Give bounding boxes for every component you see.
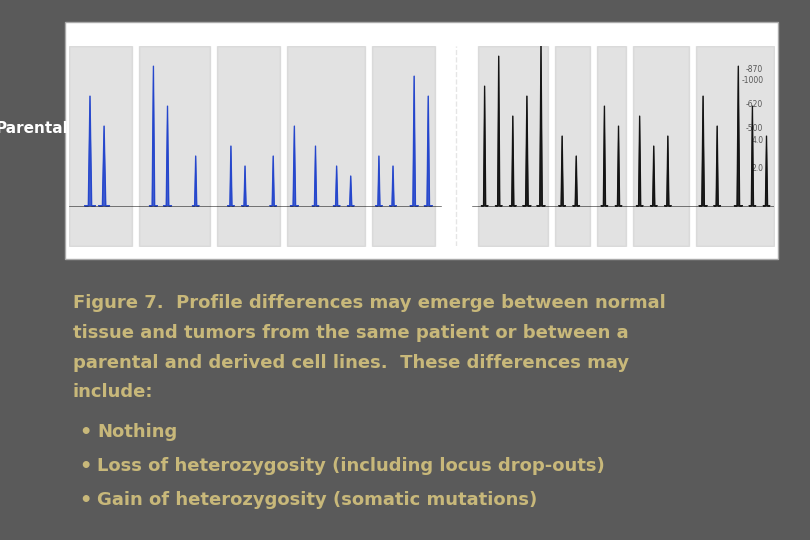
Polygon shape bbox=[270, 156, 277, 206]
Polygon shape bbox=[509, 116, 516, 206]
Polygon shape bbox=[615, 126, 622, 206]
Polygon shape bbox=[347, 176, 354, 206]
Text: parental and derived cell lines.  These differences may: parental and derived cell lines. These d… bbox=[73, 354, 629, 372]
FancyBboxPatch shape bbox=[65, 22, 778, 259]
Polygon shape bbox=[636, 116, 643, 206]
Text: Gain of heterozygosity (somatic mutations): Gain of heterozygosity (somatic mutation… bbox=[97, 491, 538, 509]
Polygon shape bbox=[375, 156, 382, 206]
Polygon shape bbox=[228, 146, 234, 206]
Polygon shape bbox=[763, 136, 770, 206]
Polygon shape bbox=[749, 106, 756, 206]
Text: -1000: -1000 bbox=[741, 77, 763, 85]
Text: 4.0: 4.0 bbox=[751, 136, 763, 145]
Polygon shape bbox=[537, 46, 545, 206]
Text: -500: -500 bbox=[746, 124, 763, 133]
Polygon shape bbox=[241, 166, 249, 206]
Polygon shape bbox=[424, 96, 433, 206]
Polygon shape bbox=[99, 126, 109, 206]
Text: -620: -620 bbox=[746, 100, 763, 109]
Text: •: • bbox=[79, 491, 92, 510]
Text: tissue and tumors from the same patient or between a: tissue and tumors from the same patient … bbox=[73, 324, 629, 342]
Text: Loss of heterozygosity (including locus drop-outs): Loss of heterozygosity (including locus … bbox=[97, 457, 605, 475]
Polygon shape bbox=[714, 126, 721, 206]
Text: -870: -870 bbox=[746, 65, 763, 73]
Text: Parental: Parental bbox=[0, 121, 69, 136]
Polygon shape bbox=[84, 96, 96, 206]
Polygon shape bbox=[410, 76, 419, 206]
Text: 2.0: 2.0 bbox=[752, 164, 763, 173]
Polygon shape bbox=[312, 146, 319, 206]
Polygon shape bbox=[699, 96, 707, 206]
Polygon shape bbox=[481, 86, 488, 206]
Polygon shape bbox=[664, 136, 671, 206]
Polygon shape bbox=[290, 126, 299, 206]
Text: •: • bbox=[79, 423, 92, 442]
Polygon shape bbox=[573, 156, 580, 206]
Polygon shape bbox=[333, 166, 340, 206]
Text: Figure 7.  Profile differences may emerge between normal: Figure 7. Profile differences may emerge… bbox=[73, 294, 666, 312]
Text: include:: include: bbox=[73, 383, 153, 401]
Text: Nothing: Nothing bbox=[97, 423, 177, 441]
Polygon shape bbox=[390, 166, 397, 206]
Text: •: • bbox=[79, 457, 92, 476]
Polygon shape bbox=[559, 136, 565, 206]
Polygon shape bbox=[149, 66, 158, 206]
Polygon shape bbox=[650, 146, 657, 206]
Polygon shape bbox=[495, 56, 502, 206]
Polygon shape bbox=[522, 96, 531, 206]
Polygon shape bbox=[601, 106, 608, 206]
Polygon shape bbox=[164, 106, 172, 206]
Polygon shape bbox=[192, 156, 199, 206]
Polygon shape bbox=[734, 66, 743, 206]
